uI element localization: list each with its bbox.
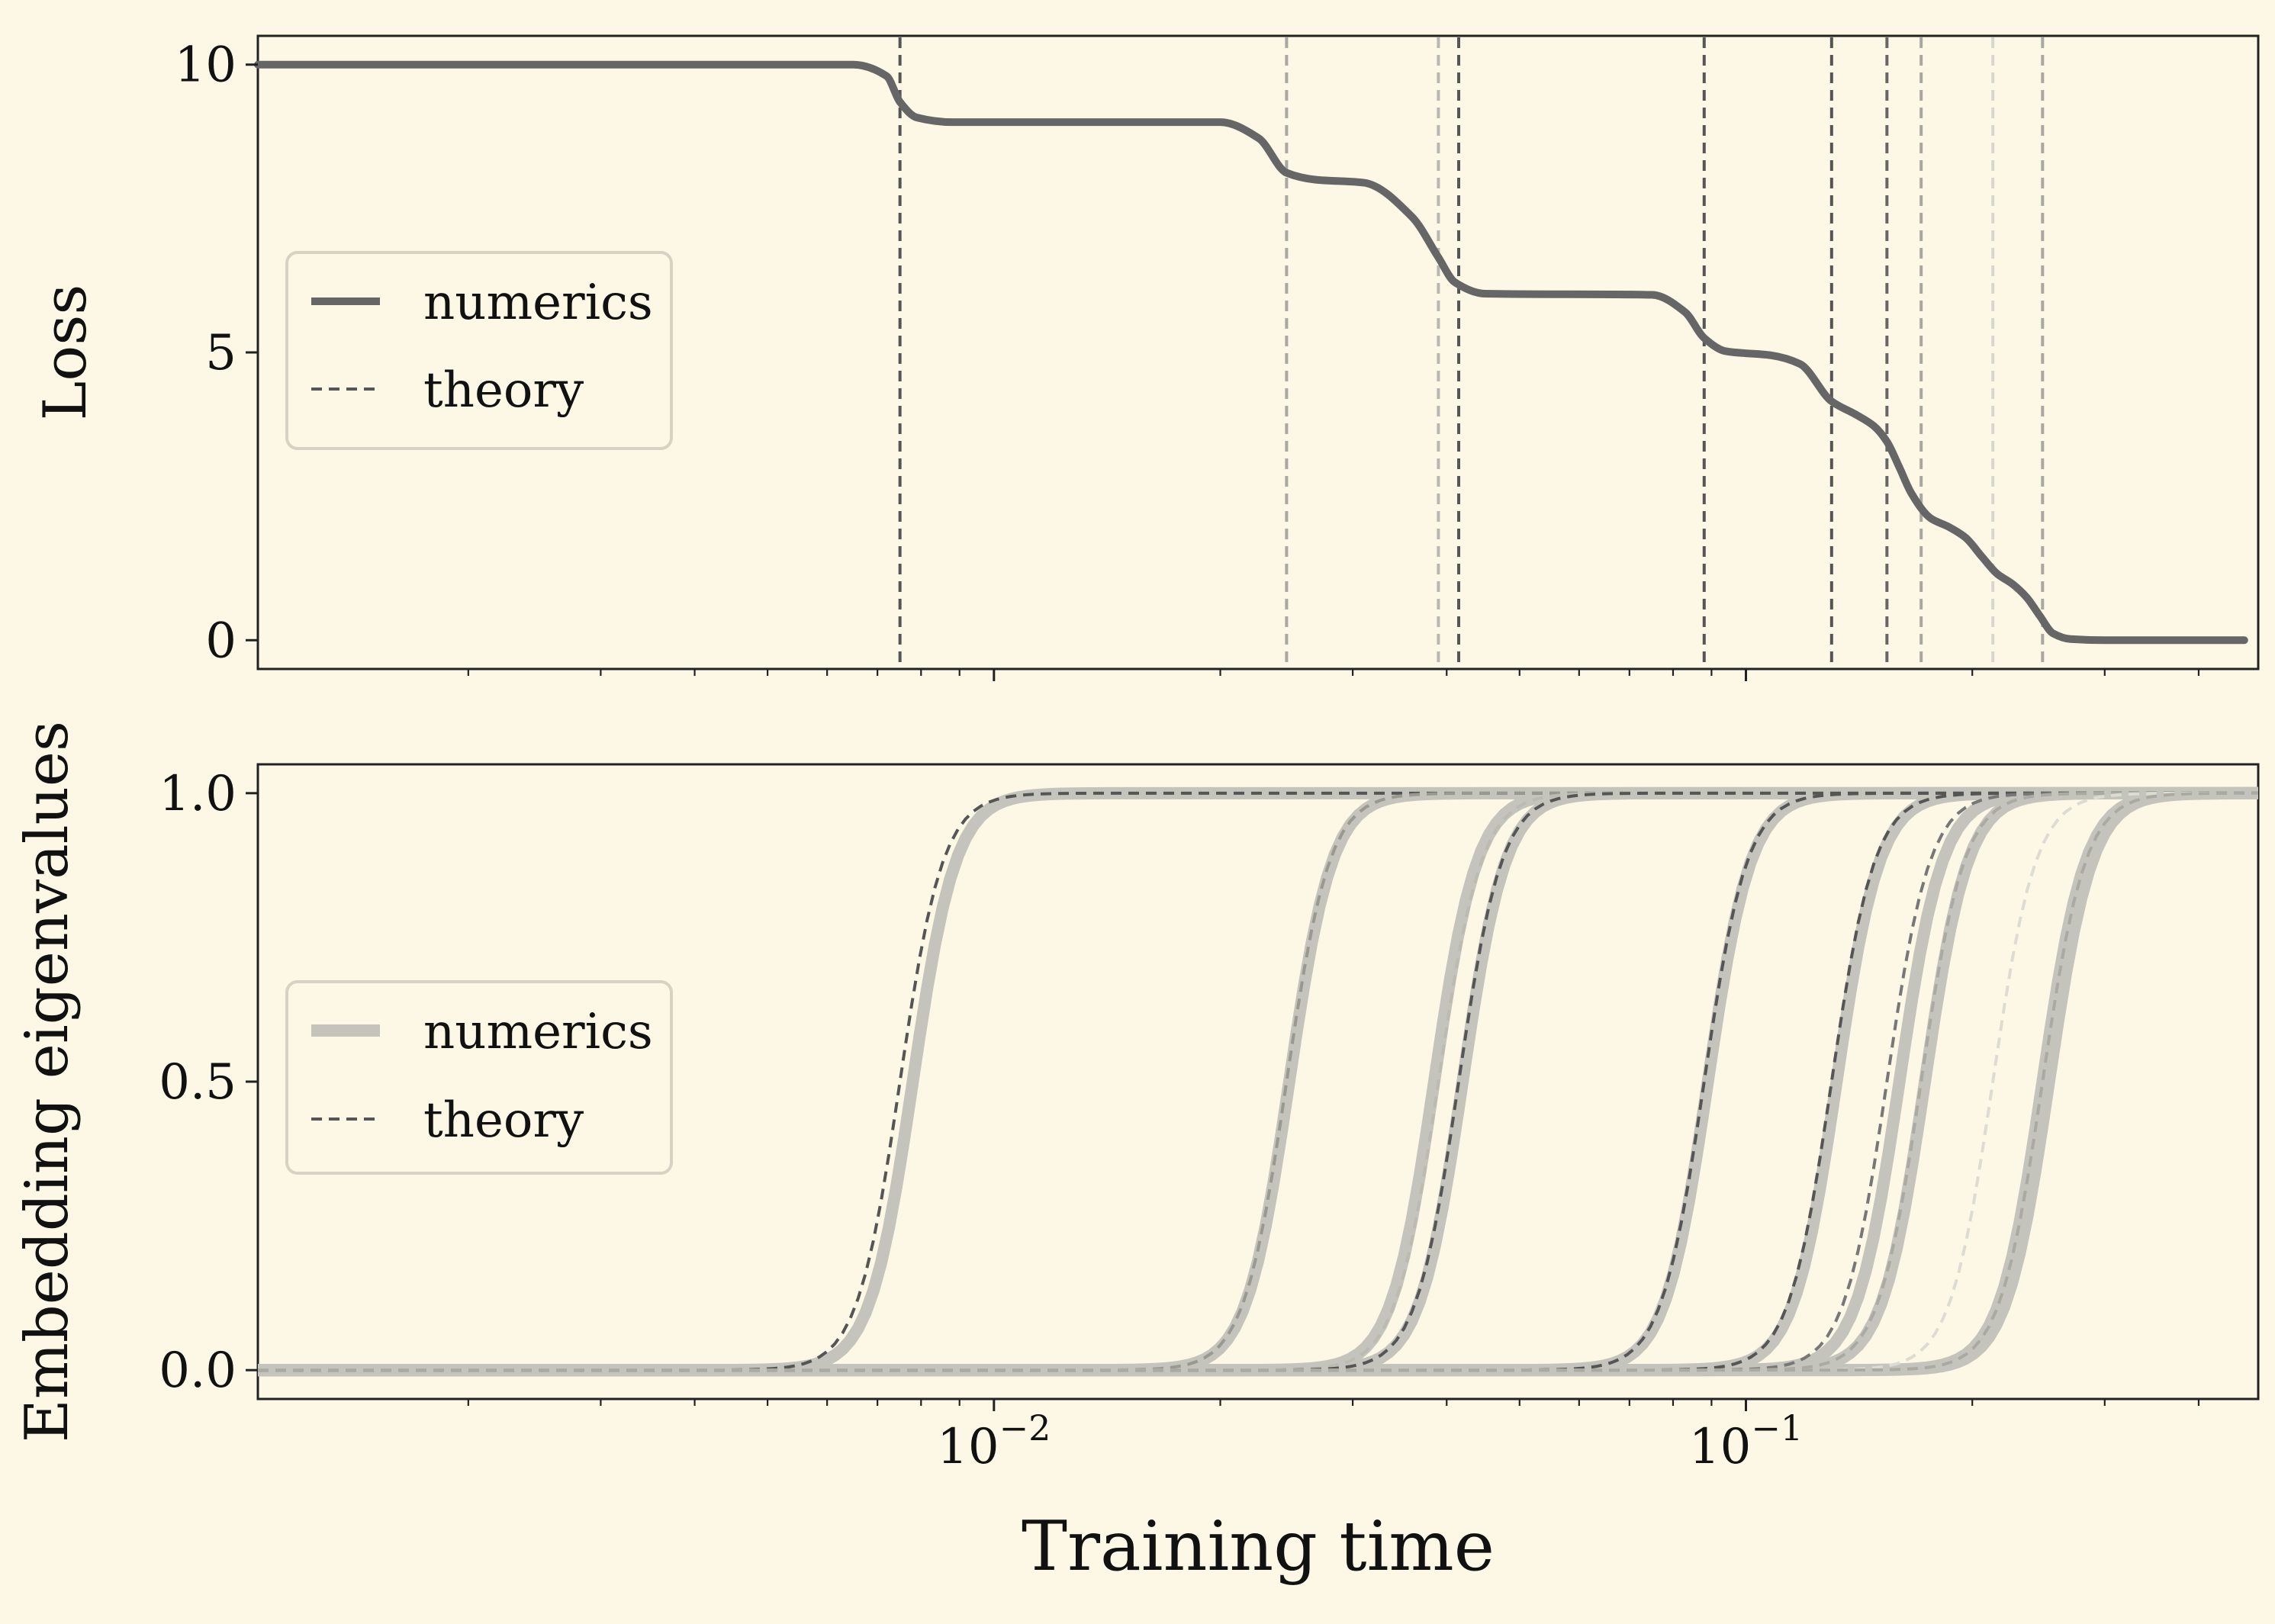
eigenvalue-legend-theory-label: theory — [423, 1092, 584, 1149]
x-axis-label: Training time — [1022, 1507, 1495, 1587]
eigenvalue-legend-box — [285, 980, 673, 1175]
loss-legend-box — [285, 251, 673, 450]
x-tick-label: 10−2 — [937, 1407, 1051, 1475]
loss-legend-theory-label: theory — [423, 362, 584, 419]
loss-numerics-line — [254, 60, 2248, 645]
y-tick-label: 5 — [205, 325, 237, 381]
eigenvalue-theory-curve — [258, 791, 2259, 1372]
eigenvalue-x-ticks: 10−2 10−1 — [467, 1399, 2200, 1475]
y-tick-label: 10 — [175, 37, 237, 94]
x-tick-label: 10−1 — [1689, 1407, 1803, 1475]
loss-legend-numerics-label: numerics — [423, 275, 653, 331]
y-tick-label: 0.5 — [159, 1054, 237, 1111]
loss-x-ticks — [467, 669, 2200, 681]
eigenvalue-y-ticks: 0.0 0.5 1.0 — [159, 766, 258, 1399]
eigenvalue-theory-lines — [258, 791, 2259, 1372]
loss-legend: numerics theory — [285, 251, 673, 450]
eigenvalue-panel: 0.0 0.5 1.0 10−2 10−1 Embedding eigenvalues… — [13, 721, 2260, 1587]
eigenvalue-legend: numerics theory — [285, 980, 673, 1175]
loss-y-axis-label: Loss — [31, 285, 100, 421]
loss-panel: 0 5 10 Loss numerics theory — [31, 34, 2260, 681]
y-tick-label: 1.0 — [159, 766, 237, 822]
eigenvalue-y-axis-label: Embedding eigenvalues — [13, 721, 82, 1442]
y-tick-label: 0.0 — [159, 1343, 237, 1399]
y-tick-label: 0 — [205, 613, 237, 669]
loss-y-ticks: 0 5 10 — [175, 37, 258, 669]
loss-plot-area — [254, 37, 2248, 667]
eigenvalue-legend-numerics-label: numerics — [423, 1004, 653, 1060]
